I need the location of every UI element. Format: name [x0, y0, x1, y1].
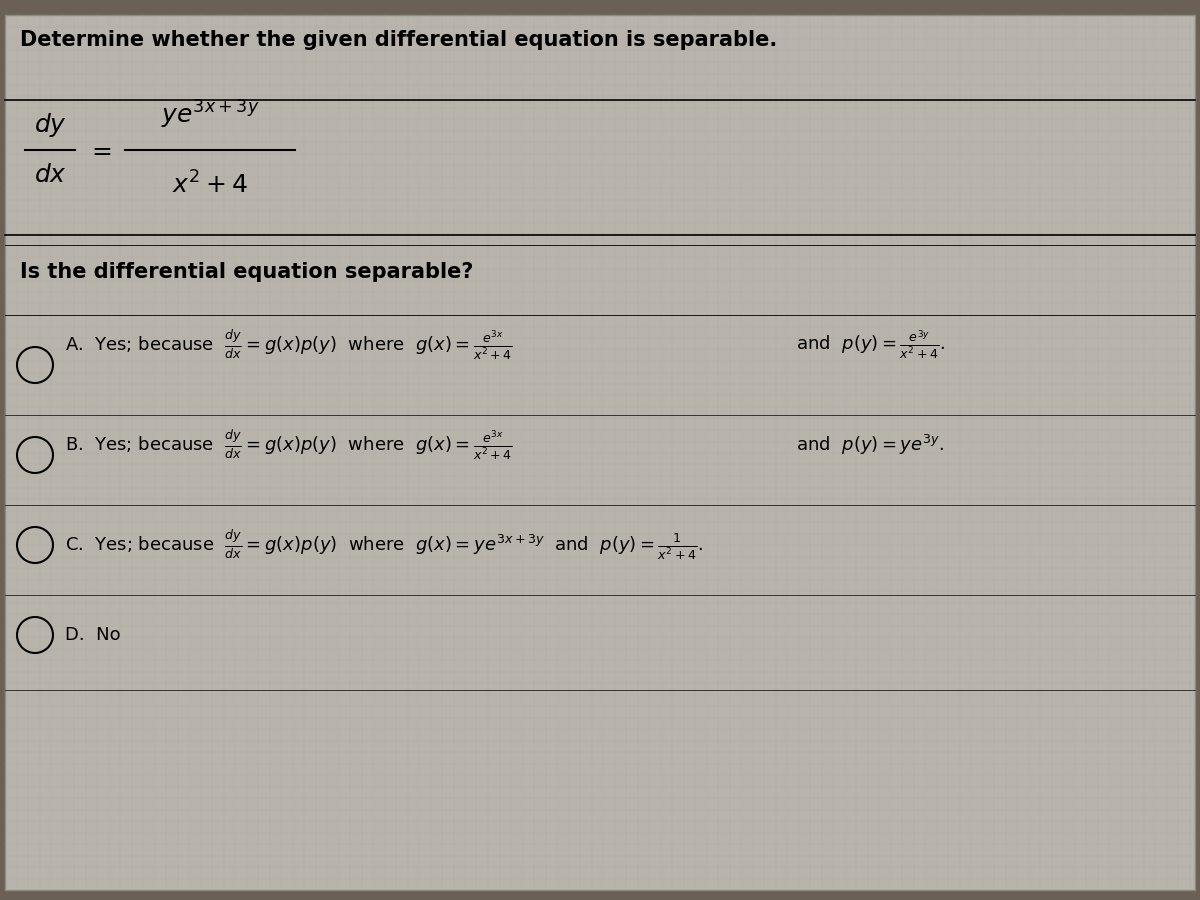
Text: $dy$: $dy$ [34, 111, 66, 139]
Text: and  $p(y) = ye^{3y}$.: and $p(y) = ye^{3y}$. [785, 433, 944, 457]
Text: $dx$: $dx$ [34, 163, 66, 187]
Text: D.  No: D. No [65, 626, 121, 644]
Text: $x^2+4$: $x^2+4$ [172, 171, 248, 199]
Text: A.  Yes; because  $\frac{dy}{dx} = g(x)p(y)$  where  $g(x) = \frac{e^{3x}}{x^2+4: A. Yes; because $\frac{dy}{dx} = g(x)p(y… [65, 328, 512, 362]
Text: and  $p(y) = \frac{e^{3y}}{x^2+4}$.: and $p(y) = \frac{e^{3y}}{x^2+4}$. [785, 328, 946, 362]
Text: Determine whether the given differential equation is separable.: Determine whether the given differential… [20, 30, 778, 50]
FancyBboxPatch shape [5, 15, 1195, 890]
Text: $ye^{3x+3y}$: $ye^{3x+3y}$ [161, 99, 259, 131]
Text: $=$: $=$ [88, 138, 113, 162]
Text: B.  Yes; because  $\frac{dy}{dx} = g(x)p(y)$  where  $g(x) = \frac{e^{3x}}{x^2+4: B. Yes; because $\frac{dy}{dx} = g(x)p(y… [65, 428, 512, 462]
Text: C.  Yes; because  $\frac{dy}{dx} = g(x)p(y)$  where  $g(x) = ye^{3x+3y}$  and  $: C. Yes; because $\frac{dy}{dx} = g(x)p(y… [65, 528, 703, 562]
Text: Is the differential equation separable?: Is the differential equation separable? [20, 262, 473, 282]
